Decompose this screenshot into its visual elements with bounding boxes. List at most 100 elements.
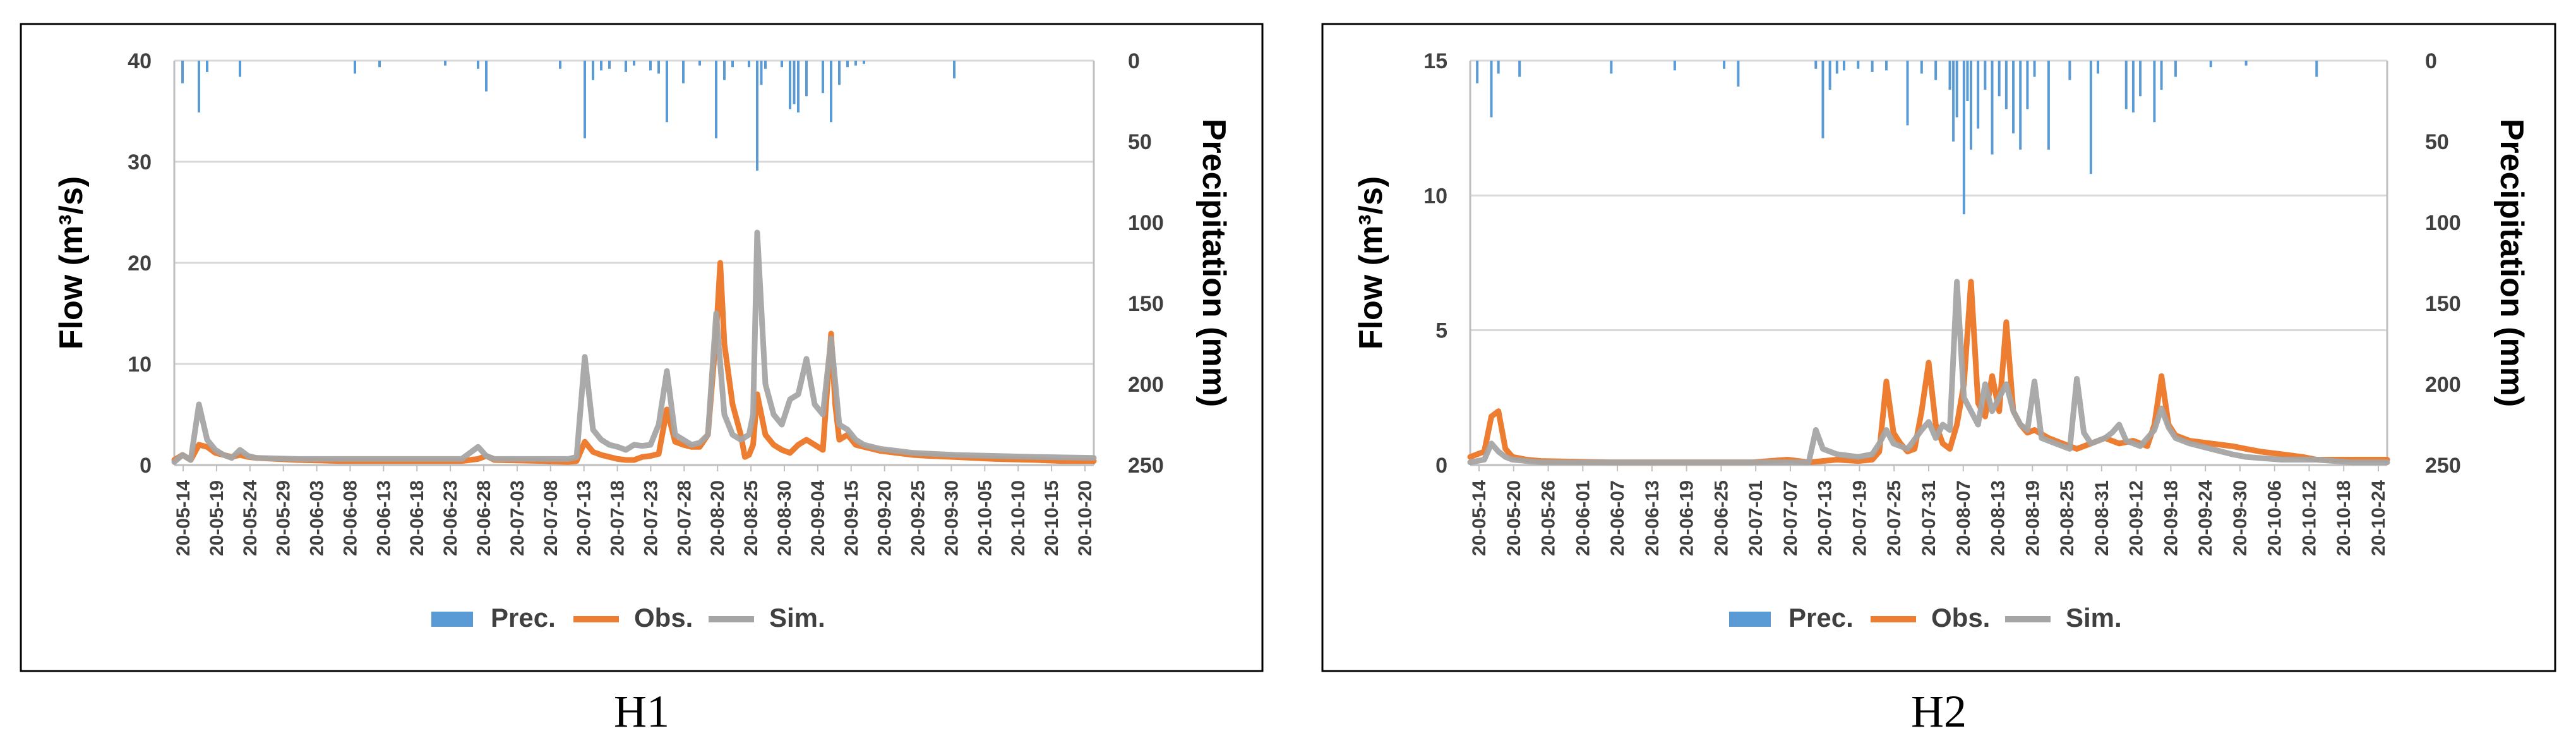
x-tick-label: 20-07-23 [640,480,661,556]
precipitation-bar [559,61,561,69]
x-tick-label: 20-06-25 [1711,480,1732,556]
precipitation-bar [2004,61,2008,109]
y-tick-label: 0 [140,454,152,478]
precipitation-bar [1490,61,1493,118]
precipitation-bar [198,61,200,112]
precipitation-bar [760,61,763,85]
precipitation-bar [1673,61,1676,71]
x-tick-label: 20-07-03 [507,480,528,556]
x-tick-label: 20-10-15 [1041,480,1062,556]
y2-tick-label: 50 [1128,130,1152,154]
x-tick-label: 20-08-07 [1953,480,1974,556]
x-tick-label: 20-07-07 [1780,480,1801,556]
precipitation-bar [1871,61,1874,72]
x-tick-label: 20-09-04 [808,480,829,556]
precipitation-bar [2033,61,2036,77]
x-tick-label: 20-08-25 [741,480,762,556]
precipitation-bar [1970,61,1973,150]
x-tick-label: 20-06-01 [1573,480,1593,556]
precipitation-bar [2139,61,2142,97]
precipitation-bar [846,61,849,68]
precipitation-bar [378,61,381,68]
precipitation-bar [1828,61,1831,90]
precipitation-bar [2153,61,2156,123]
x-tick-label: 20-09-30 [941,480,962,556]
chart-panel-h1: 0 10 20 30 40 0 50 100 150 200 250 20-05-14 20-05-19… [20,23,1264,737]
precipitation-bar [592,61,594,80]
x-tick-label: 20-05-29 [273,480,294,556]
x-tick-label: 20-05-26 [1538,480,1559,556]
x-tick-label: 20-05-19 [207,480,227,556]
precipitation-bar [1497,61,1500,74]
precipitation-bar [1966,61,1969,101]
precipitation-bar [1984,61,1987,90]
precipitation-bar [2209,61,2212,68]
x-tick-label: 20-06-23 [440,480,461,556]
legend-label: Sim. [2066,603,2122,632]
x-tick-label: 20-05-20 [1504,480,1525,556]
x-tick-label: 20-07-31 [1919,480,1939,556]
precipitation-bar [608,61,611,69]
precipitation-bar [781,61,783,68]
precipitation-bar [1884,61,1888,71]
x-tick-label: 20-09-30 [2230,480,2251,556]
x-tick-label: 20-05-14 [173,480,194,556]
precipitation-bar [764,61,767,69]
precipitation-bar [1955,61,1958,118]
y2-tick-label: 100 [2425,211,2461,235]
x-tick-label: 20-06-18 [407,480,428,556]
precipitation-bar [715,61,717,138]
precipitation-bar [805,61,808,97]
precipitation-bar [2012,61,2015,134]
y2-tick-label: 0 [2425,49,2437,73]
precipitation-bar [584,61,586,138]
precipitation-bar [1906,61,1909,126]
y2-tick-label: 200 [2425,373,2461,397]
x-tick-label: 20-09-12 [2126,480,2147,556]
precipitation-bar [1476,61,1479,83]
precipitation-bar [1952,61,1955,142]
precipitation-bar [748,61,750,68]
precipitation-bar [2244,61,2248,66]
precipitation-bar [863,61,865,64]
x-tick-label: 20-08-19 [2022,480,2043,556]
y-tick-label: 0 [1435,454,1447,478]
legend-swatch-prec [1729,612,1771,627]
precipitation-bar [723,61,726,80]
simulated-flow-line [1467,279,2390,466]
y-tick-label: 10 [1423,184,1447,208]
precipitation-bar [1977,61,1980,129]
y-tick-label: 30 [128,150,152,174]
legend-label: Obs. [634,603,693,632]
simulated-flow-line [171,229,1097,465]
x-tick-label: 20-09-24 [2195,480,2216,556]
y2-axis-title: Precipitation (mm) [2493,119,2530,408]
x-tick-label: 20-08-25 [2057,480,2078,556]
precipitation-bar [797,61,800,112]
x-tick-label: 20-07-25 [1884,480,1905,556]
precipitation-bar [1821,61,1824,138]
precipitation-bar [206,61,208,72]
x-tick-label: 20-10-18 [2333,480,2354,556]
x-tick-label: 20-06-19 [1677,480,1698,556]
precipitation-bar [2047,61,2050,150]
legend-swatch-prec [431,612,473,627]
y2-tick-label: 150 [1128,292,1164,316]
precipitation-bar [649,61,652,71]
legend-label: Prec. [1788,603,1854,632]
x-tick-label: 20-07-08 [541,480,561,556]
precipitation-bar [1723,61,1726,69]
x-tick-label: 20-08-20 [707,480,728,556]
precipitation-bar [2068,61,2071,80]
x-tick-label: 20-10-05 [974,480,995,556]
x-tick-label: 20-06-13 [373,480,394,556]
precipitation-bar [2174,61,2177,77]
x-tick-label: 20-07-13 [574,480,595,556]
y-axis-title: Flow (m³/s) [53,176,90,349]
y-tick-label: 40 [128,49,152,73]
y-tick-label: 10 [128,353,152,377]
legend-label: Sim. [769,603,825,632]
precipitation-bar [2160,61,2163,90]
